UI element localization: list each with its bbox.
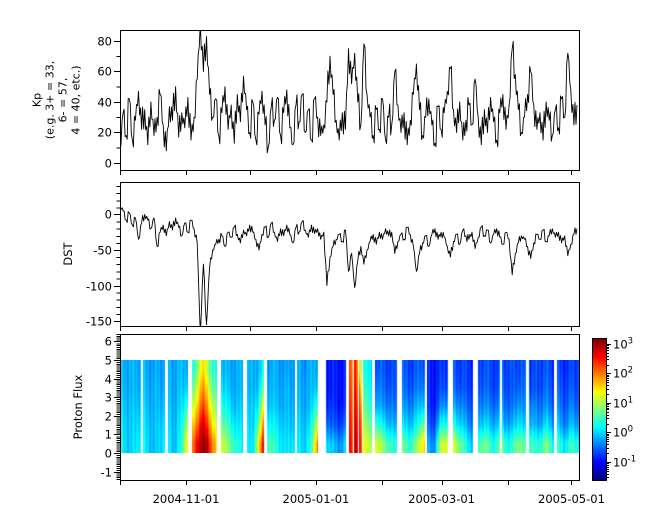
x-tick-label: 2004-11-01: [153, 492, 220, 506]
proton-flux-axis-label-text: Proton Flux: [71, 374, 85, 439]
dst-y-tick-label: 0: [105, 208, 112, 222]
proton_flux-y-tick-label: 3: [105, 391, 112, 405]
axis-tick-labels: 0 20 40 60 80 0 -50 -100 -150 -1 0 1 2 3 4 5 6 2004-11-01…: [86, 35, 605, 507]
x-tick-label: 2005-01-01: [283, 492, 350, 506]
proton_flux-y-tick-label: 4: [105, 373, 112, 387]
colorbar-tick-label: 10-1: [613, 455, 636, 470]
dst-y-tick-label: -100: [86, 280, 112, 294]
colorbar-tick-label: 101: [613, 396, 633, 411]
colorbar-gradient: [593, 339, 606, 480]
kp-axis-label-line1: Kp: [31, 93, 44, 107]
dst-axis-label: DST: [61, 241, 75, 265]
colorbar-tick-label: 100: [613, 425, 633, 440]
proton_flux-y-tick-label: 2: [105, 410, 112, 424]
dst-axis-label-text: DST: [61, 241, 75, 265]
colorbar-tick-label: 102: [613, 366, 633, 381]
proton_flux-y-tick-label: -1: [101, 466, 112, 480]
proton_flux-y-tick-label: 0: [105, 447, 112, 461]
dst-series-line: [121, 207, 578, 326]
colorbar-frame: [592, 338, 607, 481]
x-tick-label: 2005-03-01: [408, 492, 475, 506]
proton_flux-y-tick-label: 5: [105, 354, 112, 368]
dst-y-tick-label: -150: [86, 315, 112, 329]
axis-ticks: [114, 41, 572, 485]
colorbar-tick-label: 103: [613, 337, 633, 352]
kp-axis-label-line2: (e.g. 3+ = 33,: [44, 61, 57, 139]
kp-axis-label-line4: 4 = 40, etc.): [70, 65, 83, 134]
dst-panel-frame: [120, 182, 580, 327]
proton-panel-frame: [120, 334, 580, 481]
data-series: [121, 31, 578, 326]
kp-y-tick-label: 40: [97, 96, 112, 110]
colorbar-ticks-labels: 103 102 101 100 10-1: [606, 337, 636, 478]
proton_flux-y-tick-label: 6: [105, 335, 112, 349]
kp-y-tick-label: 60: [97, 65, 112, 79]
kp-series-line: [121, 31, 578, 154]
x-tick-label: 2005-05-01: [538, 492, 605, 506]
dst-y-tick-label: -50: [93, 244, 112, 258]
kp-panel-frame: [120, 30, 580, 171]
kp-axis-label-line3: 6- = 57,: [57, 78, 70, 123]
kp-y-tick-label: 80: [97, 35, 112, 49]
proton-flux-axis-label: Proton Flux: [71, 374, 85, 439]
kp-y-tick-label: 20: [97, 126, 112, 140]
proton_flux-y-tick-label: 1: [105, 428, 112, 442]
proton-flux-heatmap: [121, 360, 580, 453]
kp-axis-label: Kp (e.g. 3+ = 33, 6- = 57, 4 = 40, etc.): [31, 61, 83, 139]
kp-y-tick-label: 0: [105, 157, 112, 171]
